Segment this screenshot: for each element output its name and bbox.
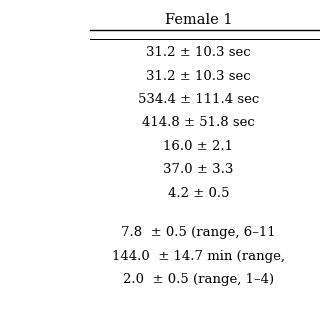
Text: 4.2 ± 0.5: 4.2 ± 0.5 [168, 187, 229, 200]
Text: 37.0 ± 3.3: 37.0 ± 3.3 [163, 163, 234, 176]
Text: 16.0 ± 2.1: 16.0 ± 2.1 [164, 140, 233, 153]
Text: 2.0  ± 0.5 (range, 1–4): 2.0 ± 0.5 (range, 1–4) [123, 273, 274, 286]
Text: 534.4 ± 111.4 sec: 534.4 ± 111.4 sec [138, 93, 259, 106]
Text: 7.8  ± 0.5 (range, 6–11: 7.8 ± 0.5 (range, 6–11 [121, 226, 276, 239]
Text: 144.0  ± 14.7 min (range,: 144.0 ± 14.7 min (range, [112, 250, 285, 263]
Text: 31.2 ± 10.3 sec: 31.2 ± 10.3 sec [146, 46, 251, 60]
Text: Female 1: Female 1 [165, 13, 232, 27]
Text: 414.8 ± 51.8 sec: 414.8 ± 51.8 sec [142, 116, 255, 130]
Text: 31.2 ± 10.3 sec: 31.2 ± 10.3 sec [146, 70, 251, 83]
